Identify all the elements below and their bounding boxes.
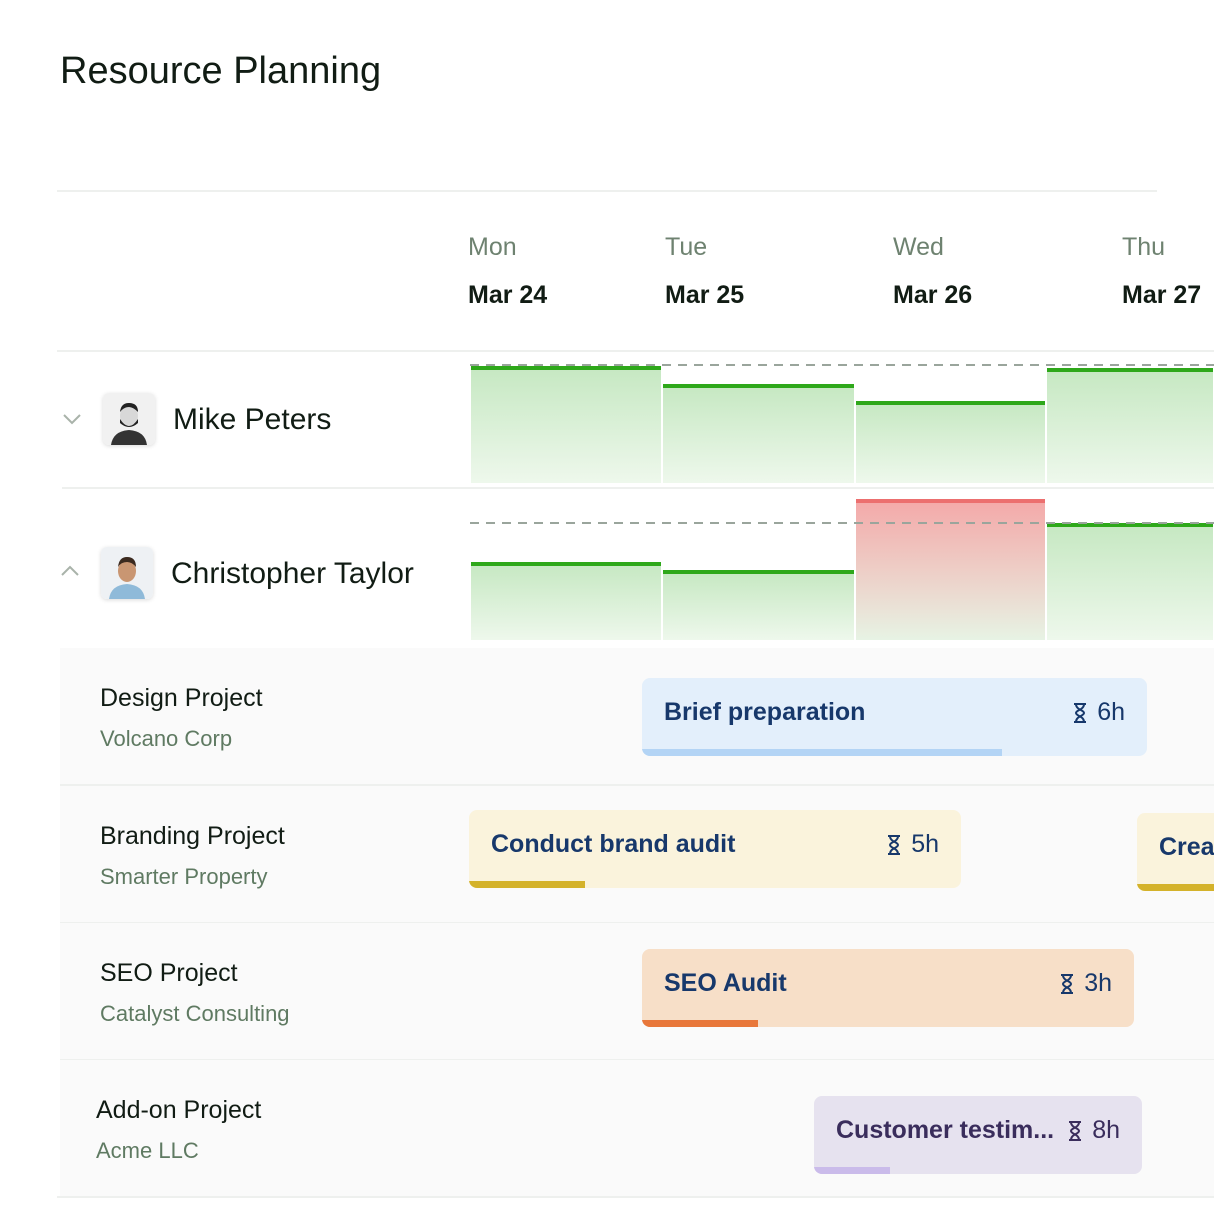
progress-bar	[642, 749, 1002, 756]
task-title: Customer testim...	[836, 1116, 1055, 1144]
task-hours: 8h	[1066, 1116, 1120, 1145]
task-block[interactable]: Brief preparation 6h	[642, 678, 1147, 756]
client-name: Acme LLC	[96, 1138, 199, 1163]
hourglass-icon	[1074, 703, 1087, 723]
date: Mar 24	[468, 281, 548, 309]
weekday: Wed	[893, 233, 944, 261]
page-title: Resource Planning	[60, 50, 382, 92]
task-title: Conduct brand audit	[491, 830, 736, 858]
hours-text: 3h	[1084, 969, 1112, 997]
avatar	[103, 393, 155, 445]
client-name: Catalyst Consulting	[100, 1001, 290, 1026]
task-block[interactable]: SEO Audit 3h	[642, 949, 1134, 1027]
weekday: Thu	[1122, 233, 1166, 261]
task-block[interactable]: Crea	[1137, 813, 1214, 891]
project-name: SEO Project	[100, 959, 238, 987]
hourglass-icon	[1069, 1121, 1082, 1141]
weekday: Mon	[468, 233, 517, 261]
progress-bar	[1137, 884, 1214, 891]
divider	[57, 190, 1157, 192]
client-name: Volcano Corp	[100, 726, 233, 751]
load-bar	[471, 564, 661, 640]
hours-text: 8h	[1092, 1116, 1120, 1144]
hourglass-icon	[888, 835, 901, 855]
load-bar	[856, 403, 1045, 483]
date: Mar 25	[665, 281, 745, 309]
person-name[interactable]: Christopher Taylor	[171, 557, 414, 590]
task-hours: 6h	[1071, 698, 1125, 727]
collapse-toggle[interactable]	[58, 559, 82, 583]
task-title: Brief preparation	[664, 698, 866, 726]
project-name: Add-on Project	[96, 1096, 262, 1124]
progress-bar	[642, 1020, 758, 1027]
client-name: Smarter Property	[100, 864, 268, 889]
divider	[57, 350, 1214, 352]
load-bar	[1047, 370, 1213, 483]
divider	[62, 487, 1214, 489]
task-block[interactable]: Conduct brand audit 5h	[469, 810, 961, 888]
progress-bar	[469, 881, 585, 888]
task-title: Crea	[1159, 833, 1214, 861]
divider	[57, 1196, 1214, 1198]
expand-toggle[interactable]	[60, 407, 84, 431]
date: Mar 27	[1122, 281, 1202, 309]
load-bar	[1047, 525, 1213, 640]
task-hours: 5h	[885, 830, 939, 859]
overload-bar	[856, 501, 1045, 640]
load-bar	[663, 572, 854, 640]
task-hours: 3h	[1058, 969, 1112, 998]
person-name[interactable]: Mike Peters	[173, 403, 332, 436]
avatar	[101, 547, 153, 599]
task-block[interactable]: Customer testim... 8h	[814, 1096, 1142, 1174]
project-name: Design Project	[100, 684, 263, 712]
divider	[60, 784, 1214, 786]
load-bar	[663, 386, 854, 483]
hourglass-icon	[1061, 974, 1074, 994]
weekday: Tue	[665, 233, 708, 261]
task-title: SEO Audit	[664, 969, 787, 997]
hours-text: 6h	[1097, 698, 1125, 726]
date: Mar 26	[893, 281, 973, 309]
project-name: Branding Project	[100, 822, 285, 850]
load-bar	[471, 368, 661, 483]
hours-text: 5h	[911, 830, 939, 858]
progress-bar	[814, 1167, 890, 1174]
